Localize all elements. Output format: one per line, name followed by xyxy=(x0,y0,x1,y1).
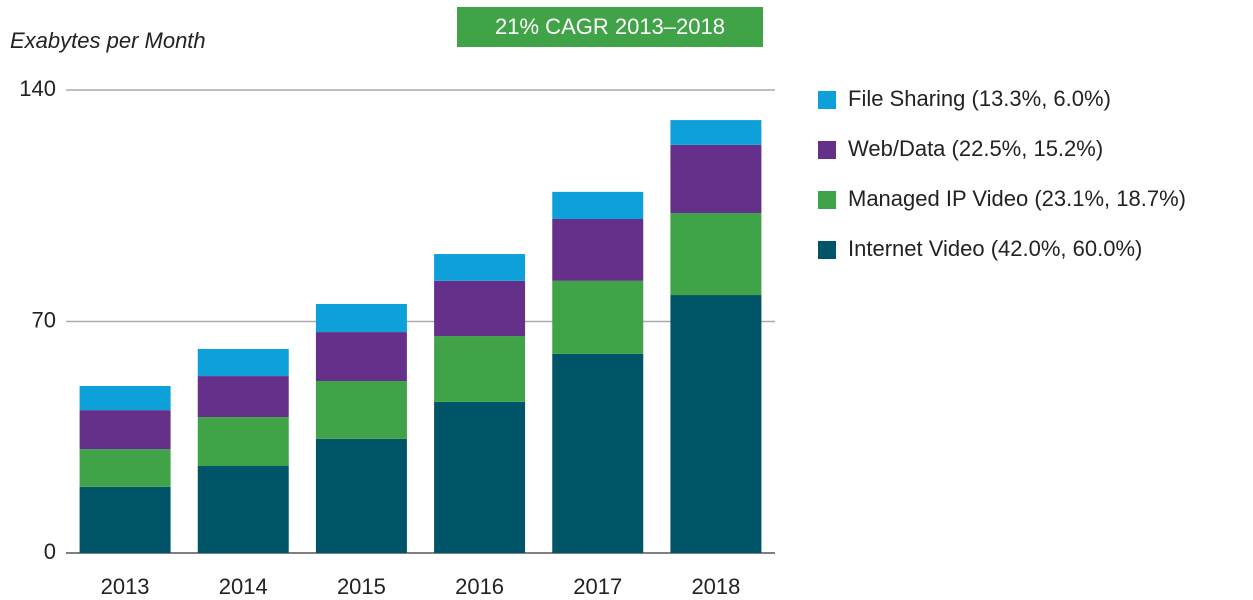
legend-swatch xyxy=(818,191,836,209)
bar-segment xyxy=(434,401,526,553)
y-tick-label: 140 xyxy=(19,76,56,101)
x-tick-label: 2015 xyxy=(337,574,386,599)
legend-label: File Sharing (13.3%, 6.0%) xyxy=(848,86,1111,111)
bar-segment xyxy=(315,381,407,439)
legend-swatch xyxy=(818,241,836,259)
legend-label: Web/Data (22.5%, 15.2%) xyxy=(848,136,1103,161)
bar-segment xyxy=(552,280,644,354)
y-tick-label: 70 xyxy=(32,307,56,332)
annotation-box xyxy=(457,7,763,47)
bar-segment xyxy=(197,466,289,553)
legend-label: Internet Video (42.0%, 60.0%) xyxy=(848,236,1142,261)
bar-segment xyxy=(197,376,289,418)
annotation: 21% CAGR 2013–2018 xyxy=(495,14,725,39)
y-tick-label: 0 xyxy=(44,539,56,564)
bar-segment xyxy=(315,438,407,553)
bar-segment xyxy=(434,336,526,402)
bar-segment xyxy=(315,303,407,333)
bar-segment xyxy=(670,120,762,145)
bar-segment xyxy=(670,295,762,553)
bar-segment xyxy=(79,385,171,411)
bar-segment xyxy=(552,353,644,553)
x-tick-label: 2018 xyxy=(691,574,740,599)
x-tick-label: 2014 xyxy=(219,574,268,599)
bar-segment xyxy=(552,191,644,219)
bar-segment xyxy=(197,417,289,467)
legend-swatch xyxy=(818,91,836,109)
bar-segment xyxy=(79,486,171,553)
bar-segment xyxy=(552,218,644,281)
bar-segment xyxy=(670,144,762,214)
bar-segment xyxy=(434,280,526,337)
bar-segment xyxy=(434,254,526,281)
bar-segment xyxy=(670,213,762,296)
x-tick-label: 2016 xyxy=(455,574,504,599)
x-tick-label: 2017 xyxy=(573,574,622,599)
bar-segment xyxy=(79,449,171,487)
bar-segment xyxy=(315,332,407,382)
y-axis-label: Exabytes per Month xyxy=(10,28,206,53)
legend-label: Managed IP Video (23.1%, 18.7%) xyxy=(848,186,1186,211)
bar-segment xyxy=(79,410,171,450)
x-tick-label: 2013 xyxy=(101,574,150,599)
bar-segment xyxy=(197,348,289,377)
legend-swatch xyxy=(818,141,836,159)
